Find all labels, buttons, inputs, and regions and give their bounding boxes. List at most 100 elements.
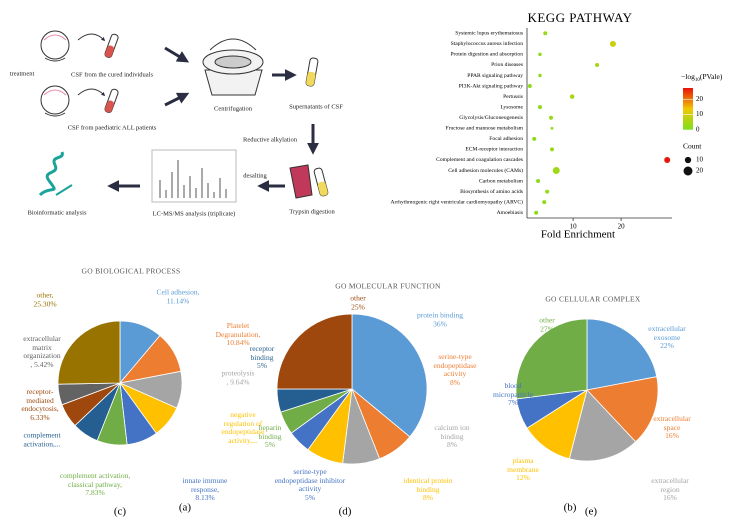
slice-label: complement activation, classical pathway…	[59, 471, 131, 498]
chart-title: GO CELLULAR COMPLEX	[545, 295, 641, 304]
slice-label: plasma membrane 12%	[507, 456, 539, 483]
size-legend-dot	[684, 156, 692, 164]
slice-category: extracellular exosome	[648, 324, 686, 342]
spectrum-icon	[151, 149, 237, 203]
slice-category: other	[539, 315, 555, 325]
y-tick-label: Biosynthesis of amino acids	[460, 188, 523, 195]
step-label: CSF from the cured individuals	[71, 71, 153, 78]
x-axis-label: Fold Enrichment	[541, 229, 615, 241]
slice-category: extracellular region	[651, 476, 689, 494]
workflow-diagram: treatment CSF from the cured individuals…	[10, 30, 343, 514]
point	[527, 84, 532, 89]
y-tick-label: PI3K-Akt signaling pathway	[459, 83, 524, 89]
slice-value-label: 6.33%	[30, 412, 50, 422]
slice-category: extracellular space	[653, 414, 691, 432]
pie-slice	[351, 313, 428, 438]
point	[542, 200, 547, 205]
point	[545, 189, 550, 194]
slice-category: plasma membrane	[507, 456, 539, 474]
panel-caption: (d)	[339, 506, 352, 518]
pie-slice	[568, 389, 637, 462]
colorbar-tick-label: 10	[696, 110, 704, 118]
y-tick-label: Prion diseases	[491, 62, 523, 68]
panel-caption: (a)	[179, 502, 192, 514]
y-tick-label: Glycolysis/Gluconeogenesis	[459, 115, 523, 121]
slice-value-label: , 9.64%	[226, 377, 250, 386]
slice-label: receptor- mediated endocytosis, 6.33%	[21, 386, 59, 423]
point	[537, 105, 542, 110]
y-tick-label: ECM-receptor interaction	[465, 147, 523, 153]
slice-category: blood microparticle	[493, 381, 533, 399]
slice-value-label: 25.30%	[33, 299, 57, 308]
point	[549, 115, 554, 120]
point	[549, 147, 554, 152]
arrow	[77, 33, 106, 42]
protein-icon	[38, 151, 73, 197]
y-tick-label: Protein digestion and absorption	[450, 52, 523, 58]
slice-category: identical protein binding	[403, 476, 453, 494]
slice-category: serine-type endopeptidase activity	[433, 351, 477, 378]
slice-label: protein binding 36%	[417, 311, 463, 328]
pie-slice	[515, 318, 588, 400]
slice-value-label: 7%	[507, 398, 518, 408]
step-label: treatment	[10, 70, 35, 77]
step-label: Reductive alkylation	[243, 136, 298, 143]
slice-value-label: 5%	[304, 492, 315, 502]
point	[552, 167, 560, 174]
step-label: Bioinformatic analysis	[27, 209, 87, 216]
colorbar-tick-label: 20	[696, 95, 704, 103]
slice-value-label: 8%	[446, 440, 457, 450]
slice-category: complement activation,...	[23, 430, 61, 448]
slice-category: other	[350, 293, 366, 303]
slice-label: blood microparticle 7%	[493, 381, 533, 408]
slice-category: Cell adhesion,	[156, 287, 200, 297]
slice-label: complement activation,...	[23, 430, 61, 448]
slice-label: extracellular space 16%	[653, 414, 691, 441]
slice-value-label: 25%	[351, 302, 365, 311]
slice-value-label: , 5.42%	[30, 359, 54, 369]
head-icon	[40, 30, 70, 117]
point	[543, 31, 548, 36]
slice-label: extracellular exosome 22%	[648, 324, 686, 351]
panel-caption: (c)	[114, 506, 127, 518]
y-tick-label: Systemic lupus erythematosus	[455, 31, 523, 37]
slice-label: negative regulation of endopeptidase act…	[222, 410, 265, 446]
panel-caption: (e)	[585, 506, 598, 518]
step-label: LC-MS/MS analysis (triplicate)	[153, 210, 236, 217]
slice-value-label: 27%	[540, 324, 554, 333]
slice-value-label: 16%	[665, 431, 679, 441]
slice-category: complement activation, classical pathway…	[59, 471, 131, 489]
point	[536, 179, 541, 184]
tube-icon	[104, 33, 119, 113]
point	[664, 156, 671, 163]
slice-value-label: 12%	[516, 473, 530, 483]
tube-icon	[305, 57, 319, 87]
slice-category: heparin binding	[258, 423, 282, 441]
centrifuge-icon	[202, 38, 264, 96]
slice-category: receptor- mediated endocytosis,	[21, 386, 59, 413]
y-tick-label: Arrhythmogenic right ventricular cardiom…	[390, 198, 523, 205]
y-tick-label: Lysosome	[500, 104, 523, 110]
y-tick-label: Pertussis	[503, 94, 523, 100]
pie-slice	[586, 376, 659, 443]
slice-category: extracellular matrix organization	[23, 333, 61, 360]
legend-title: −log10(PVale)	[681, 72, 723, 83]
slice-value-label: 36%	[433, 319, 447, 328]
slice-value-label: 8%	[450, 377, 460, 387]
size-legend-label: 10	[696, 156, 704, 164]
step-label: Supernatants of CSF	[289, 103, 343, 110]
y-tick-label: Focal adhesion	[489, 136, 523, 142]
digestion-icon	[289, 164, 329, 199]
arrow	[77, 88, 106, 97]
slice-category: calcium ion binding	[434, 423, 470, 441]
slice-category: Platelet Degranulation,	[215, 321, 261, 339]
colorbar-tick-label: 0	[696, 126, 700, 134]
slice-label: serine-type endopeptidase activity 8%	[433, 351, 477, 388]
chart-title: GO MOLECULAR FUNCTION	[335, 282, 441, 291]
y-tick-label: Complement and coagulation cascades	[436, 157, 523, 163]
point	[538, 52, 542, 57]
slice-label: serine-type endopeptidase inhibitor acti…	[275, 467, 346, 503]
slice-label: Cell adhesion, 11.14%	[157, 288, 200, 305]
slice-label: innate immune response, 8.13%	[183, 476, 228, 503]
